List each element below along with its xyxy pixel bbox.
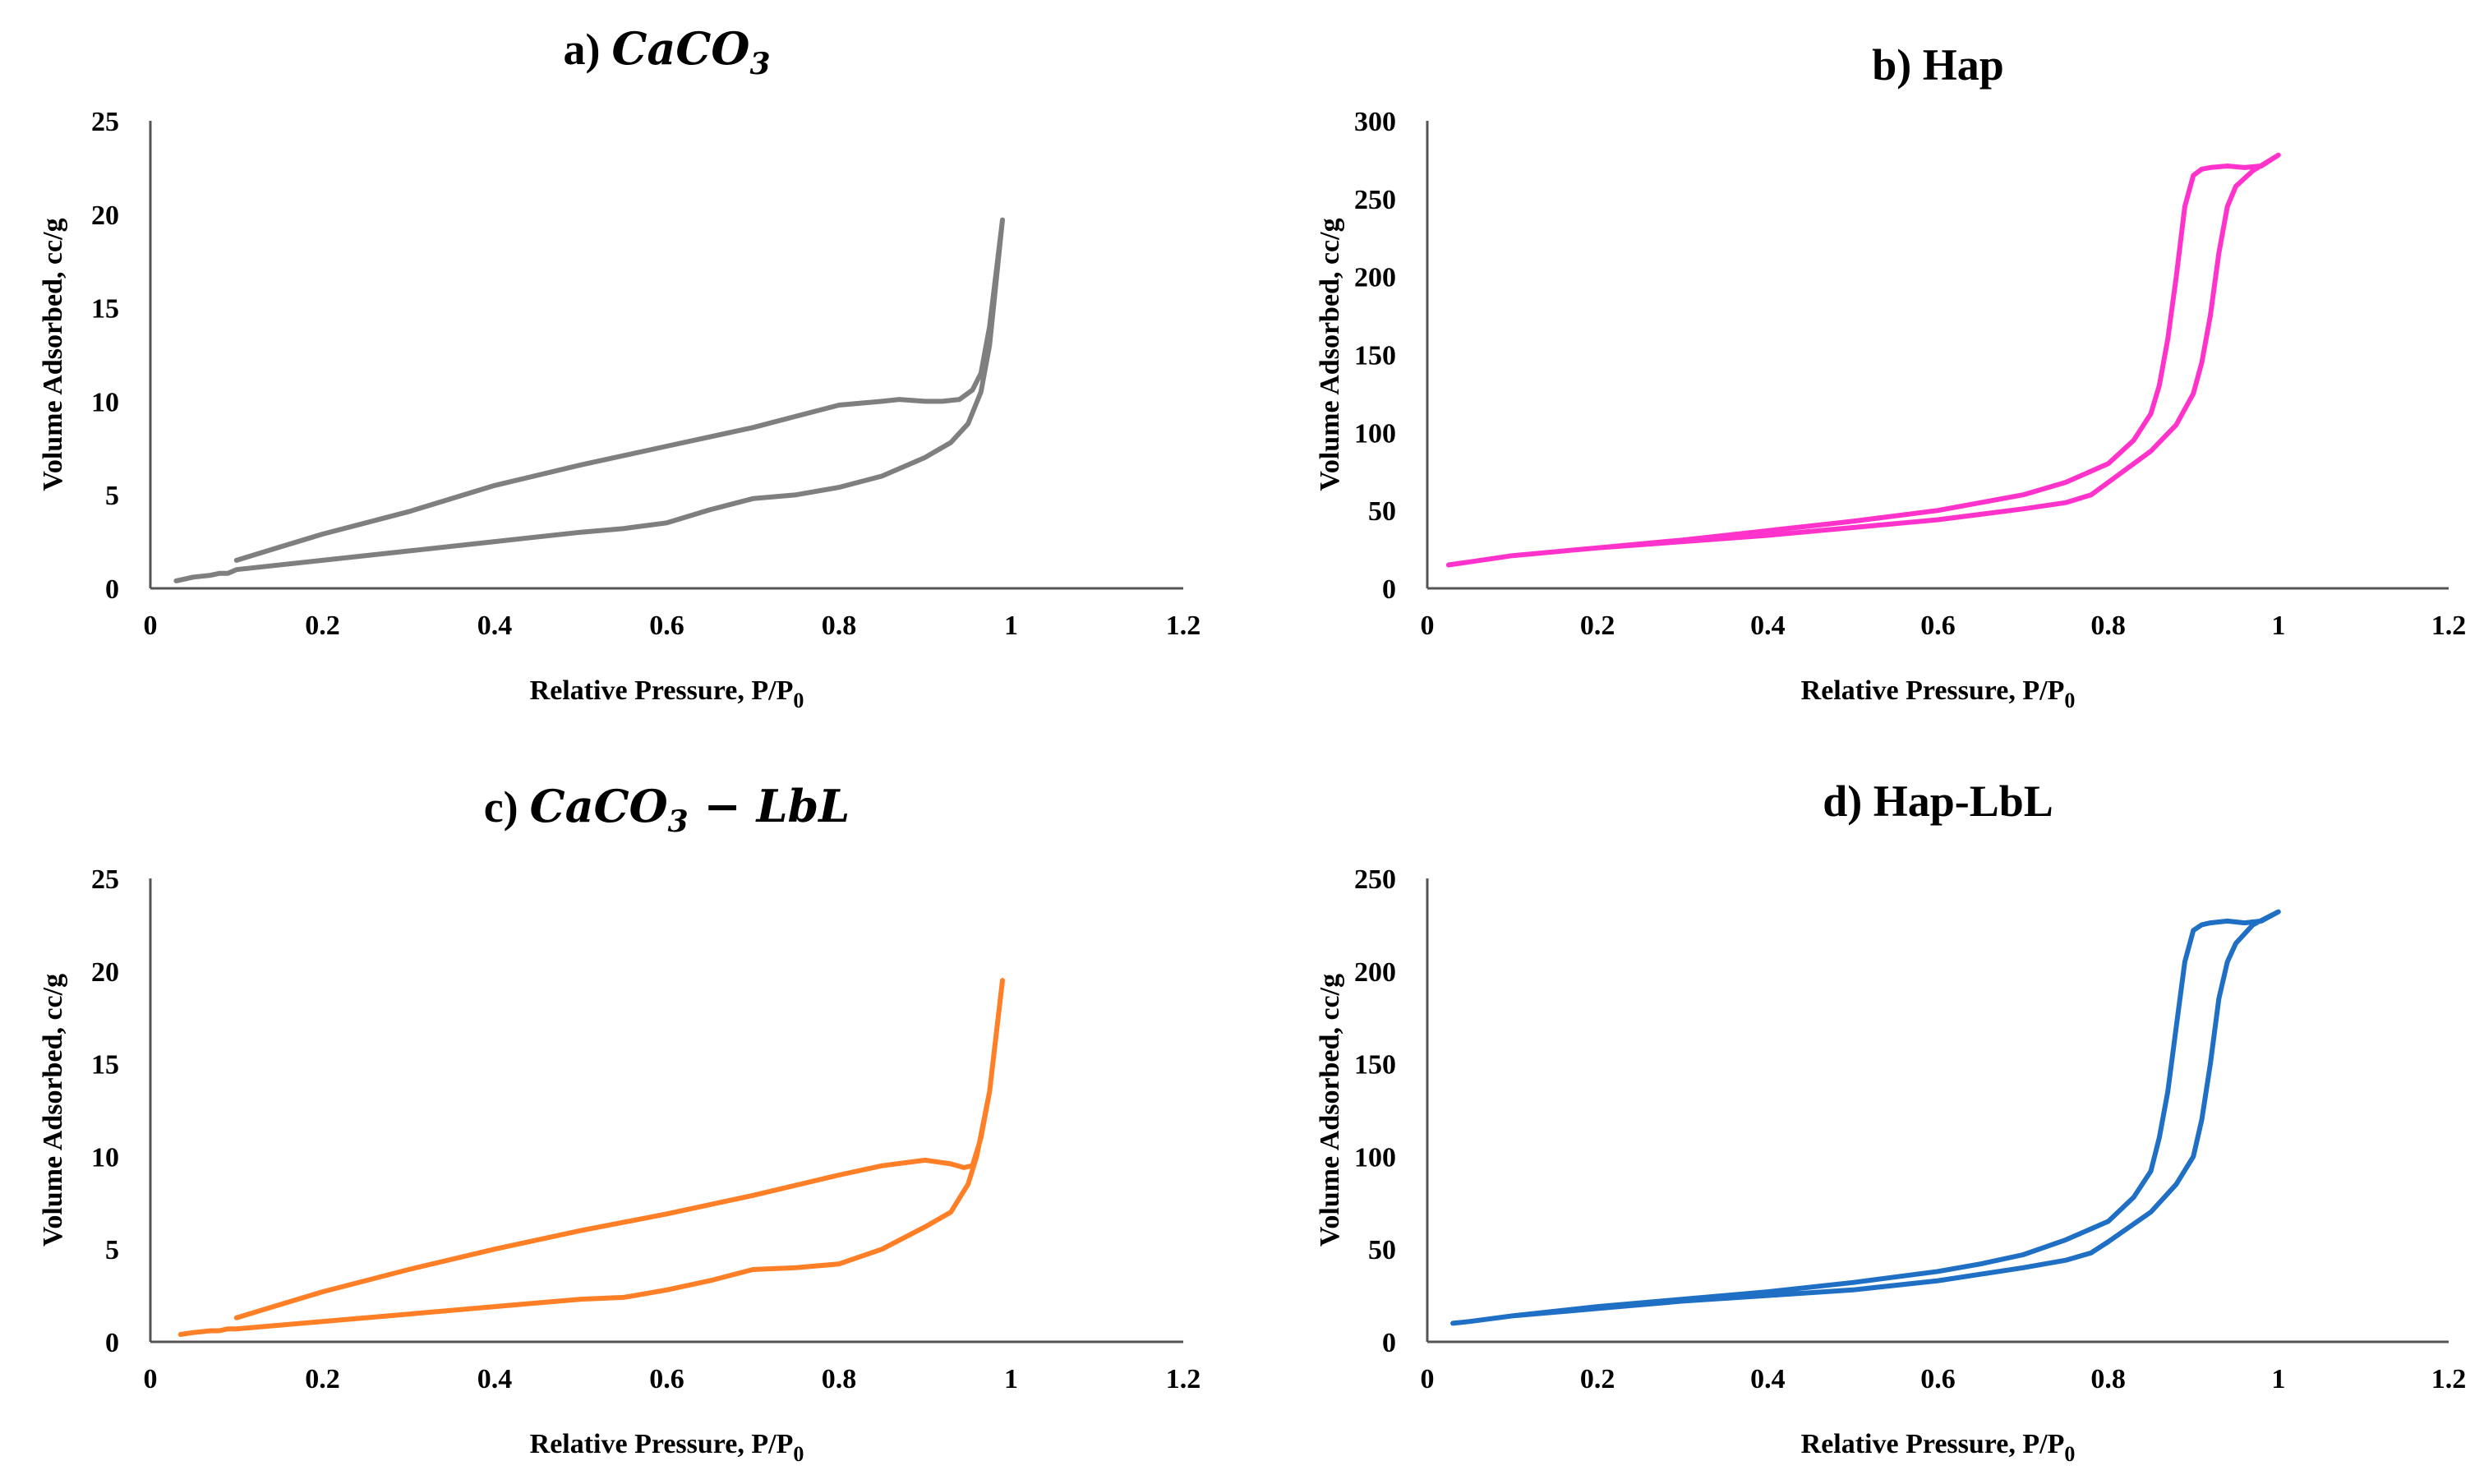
chart-title: a) CaCO3 bbox=[563, 22, 770, 81]
x-tick-label: 0.6 bbox=[649, 611, 684, 641]
y-tick-label: 25 bbox=[91, 864, 119, 895]
y-tick-label: 15 bbox=[91, 1050, 119, 1081]
chart-title-suffix: − LbL bbox=[689, 780, 850, 832]
chart-title: c) CaCO3 − LbL bbox=[484, 780, 850, 839]
chart-title-panel: b) Hap bbox=[1872, 40, 2004, 90]
y-tick-label: 100 bbox=[1354, 1142, 1396, 1173]
y-tick-label: 20 bbox=[91, 957, 119, 988]
chart-panel-a: a) CaCO3 0 0.2 0.4 0.6 0.8 1 1.2 0 5 10 15 20 25 Relati… bbox=[38, 22, 1201, 712]
x-tick-label: 0 bbox=[1421, 611, 1435, 641]
chart-title-panel: c) bbox=[484, 782, 518, 832]
y-tick-label: 100 bbox=[1354, 418, 1396, 449]
y-tick-label: 150 bbox=[1354, 1050, 1396, 1081]
y-tick-label: 300 bbox=[1354, 107, 1396, 137]
x-tick-label: 0 bbox=[144, 611, 158, 641]
x-tick-label: 1.2 bbox=[2431, 1364, 2467, 1394]
x-tick-label: 0.8 bbox=[2090, 1364, 2126, 1394]
x-tick-label: 1.2 bbox=[1166, 611, 1201, 641]
y-axis-label: Volume Adsorbed, cc/g bbox=[1315, 974, 1345, 1247]
x-tick-label: 0.8 bbox=[822, 611, 857, 641]
x-axis-label-text: Relative Pressure, P/P bbox=[1801, 675, 2065, 706]
x-tick-label: 1 bbox=[2271, 1364, 2285, 1394]
chart-title-subscript: 3 bbox=[749, 47, 770, 81]
x-axis-label-text: Relative Pressure, P/P bbox=[530, 675, 794, 706]
x-tick-label: 1 bbox=[1004, 1364, 1018, 1394]
x-tick-label: 0.8 bbox=[822, 1364, 857, 1394]
x-tick-label: 0.8 bbox=[2090, 611, 2126, 641]
x-axis-label-text: Relative Pressure, P/P bbox=[530, 1429, 794, 1459]
y-tick-label: 0 bbox=[105, 574, 119, 605]
x-tick-label: 1 bbox=[2271, 611, 2285, 641]
chart-panel-c: c) CaCO3 − LbL 0 0.2 0.4 0.6 0.8 1 1.2 0 5 10 15 20 25… bbox=[38, 780, 1201, 1466]
y-tick-label: 250 bbox=[1354, 185, 1396, 215]
chart-title-formula: CaCO bbox=[530, 780, 668, 832]
x-tick-label: 0.2 bbox=[305, 611, 340, 641]
y-tick-label: 15 bbox=[91, 294, 119, 325]
chart-title: d) Hap-LbL bbox=[1823, 777, 2053, 826]
y-tick-label: 0 bbox=[105, 1328, 119, 1358]
y-axis-label: Volume Adsorbed, cc/g bbox=[1315, 218, 1345, 491]
x-axis-label-subscript: 0 bbox=[793, 689, 804, 712]
y-tick-label: 5 bbox=[105, 1235, 119, 1265]
y-tick-label: 50 bbox=[1368, 1235, 1396, 1265]
series-line-b bbox=[1445, 152, 2281, 568]
x-axis-label: Relative Pressure, P/P0 bbox=[530, 675, 804, 712]
series-line-a bbox=[173, 217, 1005, 583]
y-tick-label: 200 bbox=[1354, 957, 1396, 988]
x-tick-label: 0 bbox=[1421, 1364, 1435, 1394]
x-tick-label: 0.6 bbox=[1920, 611, 1956, 641]
y-axis-label: Volume Adsorbed, cc/g bbox=[38, 218, 68, 491]
series-line-c bbox=[177, 978, 1005, 1337]
x-axis-label: Relative Pressure, P/P0 bbox=[530, 1429, 804, 1466]
x-axis-label-subscript: 0 bbox=[793, 1442, 804, 1466]
chart-title-subscript: 3 bbox=[668, 804, 689, 839]
x-tick-label: 0.6 bbox=[1920, 1364, 1956, 1394]
y-tick-label: 25 bbox=[91, 107, 119, 137]
x-tick-label: 0.4 bbox=[477, 611, 513, 641]
chart-title-formula: CaCO bbox=[611, 22, 749, 75]
y-tick-label: 20 bbox=[91, 200, 119, 231]
x-tick-label: 0.4 bbox=[1750, 611, 1786, 641]
chart-title-panel: a) bbox=[563, 25, 600, 74]
y-tick-label: 5 bbox=[105, 481, 119, 511]
x-tick-label: 1.2 bbox=[2431, 611, 2467, 641]
x-tick-label: 0 bbox=[144, 1364, 158, 1394]
y-axis-label: Volume Adsorbed, cc/g bbox=[38, 974, 68, 1247]
chart-title-panel: d) Hap-LbL bbox=[1823, 777, 2053, 826]
y-tick-label: 150 bbox=[1354, 341, 1396, 371]
chart-panel-b: b) Hap 0 0.2 0.4 0.6 0.8 1 1.2 0 50 100 150 200 250 30… bbox=[1315, 40, 2466, 712]
x-axis-label: Relative Pressure, P/P0 bbox=[1801, 675, 2076, 712]
y-tick-label: 10 bbox=[91, 1142, 119, 1173]
y-tick-label: 50 bbox=[1368, 496, 1396, 527]
x-tick-label: 0.6 bbox=[649, 1364, 684, 1394]
y-tick-label: 0 bbox=[1382, 1328, 1396, 1358]
x-axis-label-subscript: 0 bbox=[2064, 1442, 2075, 1466]
x-axis-label: Relative Pressure, P/P0 bbox=[1801, 1429, 2076, 1466]
x-tick-label: 0.4 bbox=[1750, 1364, 1786, 1394]
y-tick-label: 200 bbox=[1354, 263, 1396, 293]
y-tick-label: 250 bbox=[1354, 864, 1396, 895]
x-tick-label: 1.2 bbox=[1166, 1364, 1201, 1394]
y-tick-label: 10 bbox=[91, 387, 119, 417]
x-tick-label: 0.2 bbox=[1580, 611, 1615, 641]
x-tick-label: 0.4 bbox=[477, 1364, 513, 1394]
x-tick-label: 0.2 bbox=[1580, 1364, 1615, 1394]
x-tick-label: 1 bbox=[1004, 611, 1018, 641]
x-tick-label: 0.2 bbox=[305, 1364, 340, 1394]
y-tick-label: 0 bbox=[1382, 574, 1396, 605]
series-line-d bbox=[1450, 909, 2281, 1326]
chart-panel-d: d) Hap-LbL 0 0.2 0.4 0.6 0.8 1 1.2 0 50 100 150 200 2… bbox=[1315, 777, 2466, 1466]
x-axis-label-subscript: 0 bbox=[2064, 689, 2075, 712]
chart-title: b) Hap bbox=[1872, 40, 2004, 90]
x-axis-label-text: Relative Pressure, P/P bbox=[1801, 1429, 2065, 1459]
